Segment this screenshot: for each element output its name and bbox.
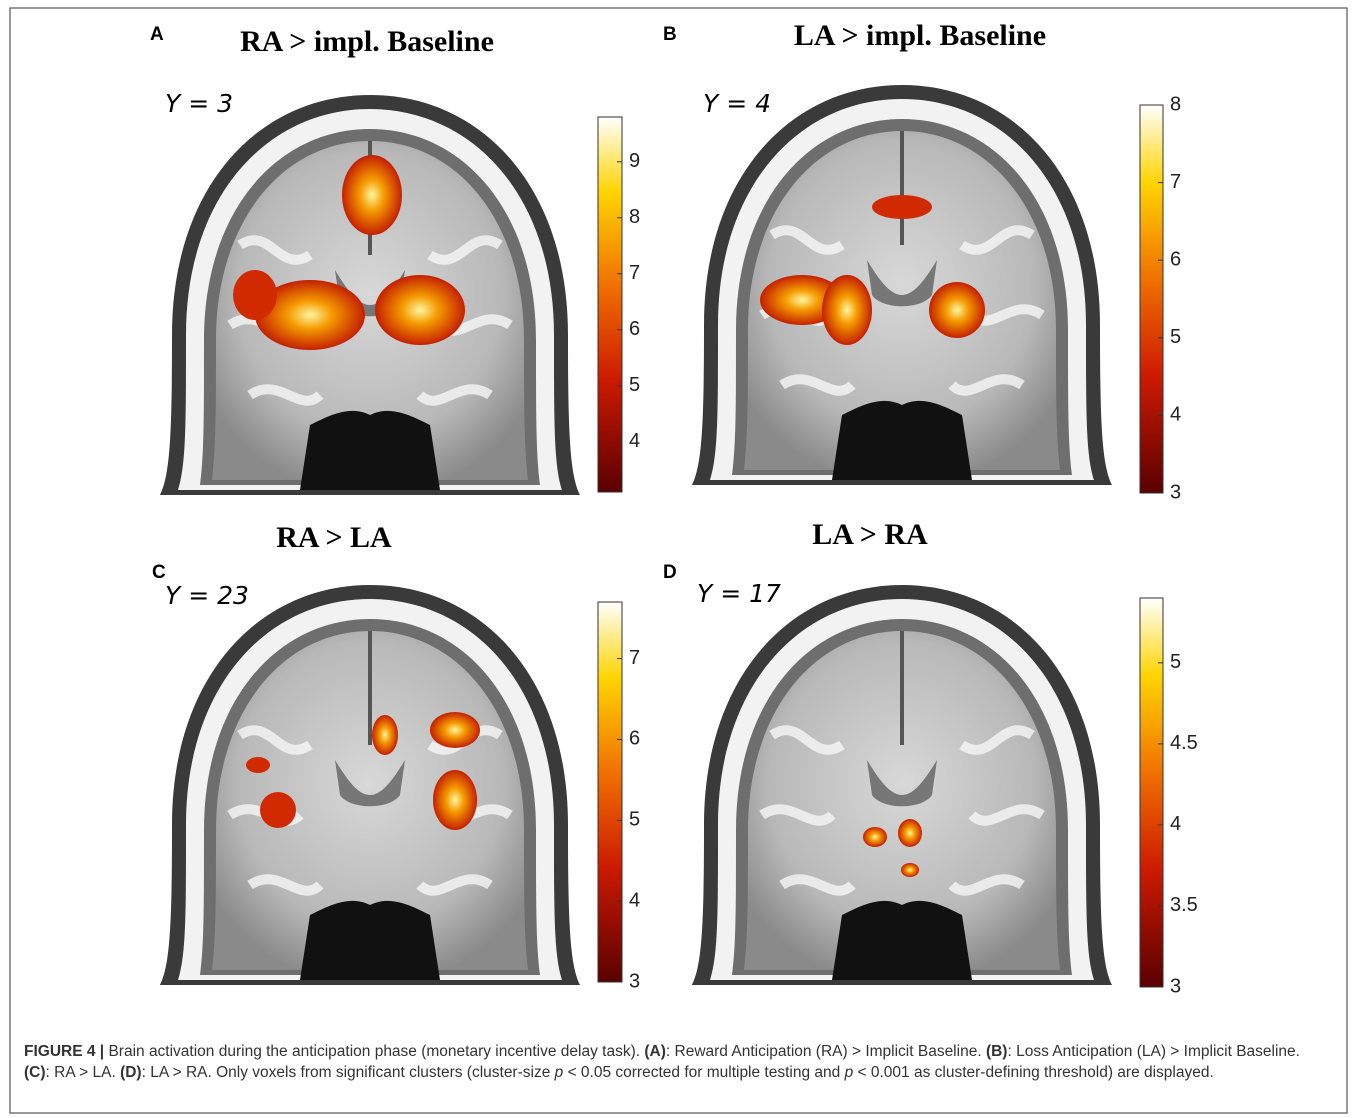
caption-segment: (D) [120, 1064, 142, 1081]
colorbar-tick-label: 5 [629, 374, 640, 396]
slice-label: Y = 17 [697, 579, 781, 608]
colorbar [1140, 598, 1163, 987]
colorbar-tick-label: 4 [629, 430, 640, 452]
caption-segment: < 0.05 corrected for multiple testing an… [563, 1064, 844, 1081]
caption-segment: (A) [644, 1043, 666, 1060]
caption-segment: FIGURE 4 | [24, 1043, 104, 1060]
colorbar-tick-label: 3.5 [1170, 894, 1198, 916]
caption-segment: p [845, 1064, 854, 1081]
slice-label: Y = 4 [703, 89, 771, 118]
panel-letter: C [152, 562, 166, 583]
caption-segment: Brain activation during the anticipation… [104, 1043, 644, 1060]
panel-title: RA > LA [276, 521, 392, 554]
figure: RA > impl. Baseline A Y = 3 4 5 6 7 8 9 LA > impl… [0, 0, 1358, 1118]
colorbar [598, 117, 622, 492]
panel-letter: D [663, 562, 677, 583]
colorbar-tick-label: 4 [1170, 404, 1181, 426]
panel-title: RA > impl. Baseline [240, 25, 494, 58]
colorbar-tick-label: 5 [1170, 651, 1181, 673]
panel-title: LA > impl. Baseline [794, 19, 1046, 52]
colorbar-tick-label: 9 [629, 150, 640, 172]
colorbar-tick-label: 5 [629, 809, 640, 831]
colorbar [1140, 105, 1163, 493]
caption-segment: < 0.001 as cluster-defining threshold) a… [853, 1064, 1214, 1081]
colorbar-tick-label: 4 [1170, 813, 1181, 835]
colorbar-tick-label: 6 [1170, 248, 1181, 270]
caption-segment: : Reward Anticipation (RA) > Implicit Ba… [666, 1043, 986, 1060]
colorbar-tick-label: 3 [1170, 975, 1181, 997]
colorbar-tick-label: 4.5 [1170, 732, 1198, 754]
caption-segment: (C) [24, 1064, 46, 1081]
colorbar-tick-label: 7 [1170, 171, 1181, 193]
colorbar-tick-label: 8 [629, 206, 640, 228]
slice-label: Y = 23 [165, 581, 249, 610]
caption-segment: : LA > RA. Only voxels from significant … [142, 1064, 555, 1081]
colorbar-tick-label: 7 [629, 647, 640, 669]
caption-segment: : Loss Anticipation (LA) > Implicit Base… [1007, 1043, 1300, 1060]
caption-segment: : RA > LA. [46, 1064, 121, 1081]
colorbar-tick-label: 7 [629, 262, 640, 284]
colorbar-tick-label: 8 [1170, 93, 1181, 115]
colorbar-tick-label: 4 [629, 889, 640, 911]
page: RA > impl. Baseline A Y = 3 4 5 6 7 8 9 LA > impl… [0, 0, 1358, 1118]
caption: FIGURE 4 | Brain activation during the a… [24, 1041, 1329, 1083]
colorbar-tick-label: 3 [629, 970, 640, 992]
panel-title: LA > RA [812, 518, 928, 551]
caption-segment: p [555, 1064, 564, 1081]
colorbar-tick-label: 5 [1170, 326, 1181, 348]
activations-d [692, 585, 1112, 985]
colorbar-tick-label: 6 [629, 728, 640, 750]
panel-letter: B [663, 24, 677, 45]
colorbar-tick-label: 6 [629, 318, 640, 340]
activations-b [692, 85, 1112, 485]
colorbar-tick-label: 3 [1170, 481, 1181, 503]
activations-a [160, 95, 580, 495]
caption-segment: (B) [986, 1043, 1008, 1060]
panel-letter: A [150, 24, 164, 45]
activations-c [160, 585, 580, 985]
slice-label: Y = 3 [165, 89, 233, 118]
